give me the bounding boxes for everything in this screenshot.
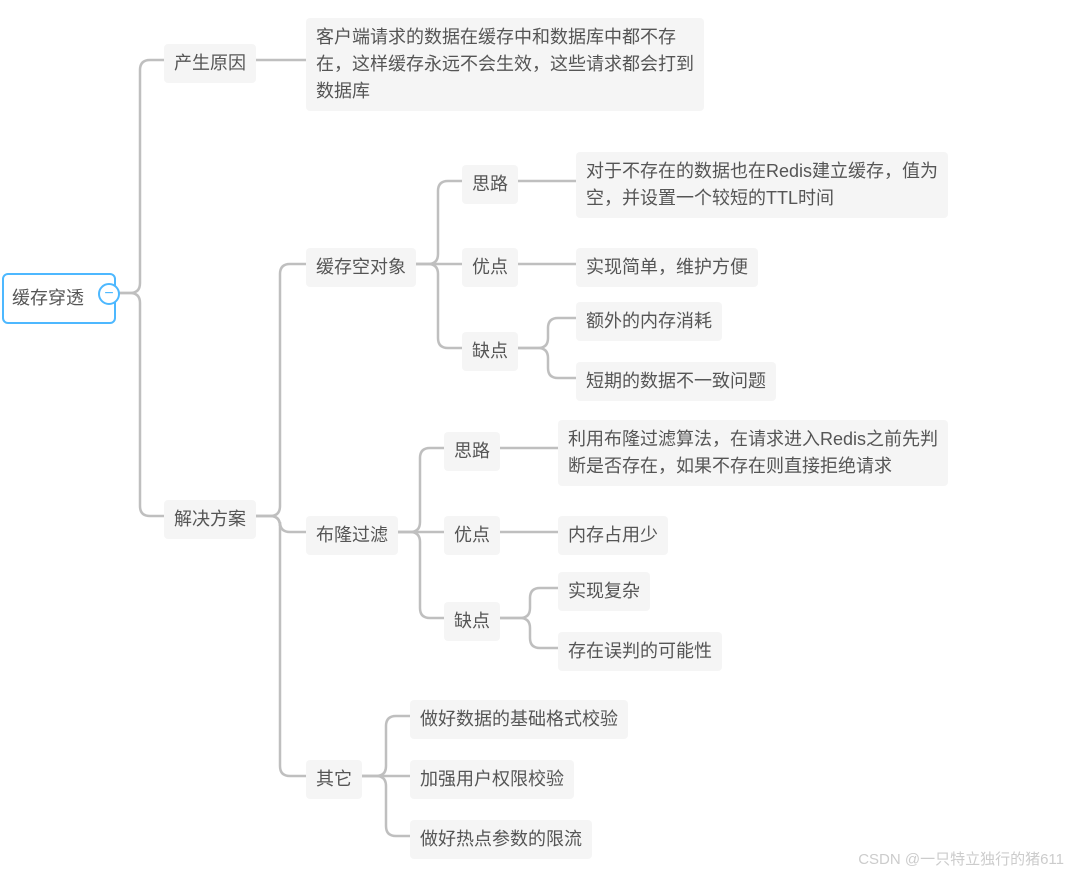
node-other2[interactable]: 加强用户权限校验 [410,760,574,799]
watermark: CSDN @一只特立独行的猪611 [858,848,1064,869]
connector [414,181,462,264]
connector [500,588,558,618]
connector [396,532,444,618]
connector [362,716,410,776]
connector [254,264,306,516]
node-ec_con1[interactable]: 额外的内存消耗 [576,302,722,341]
connector [254,516,306,532]
connector [518,318,576,348]
node-ec_con[interactable]: 缺点 [462,332,518,371]
node-bl_pro_text[interactable]: 内存占用少 [558,516,668,555]
node-empty_cache[interactable]: 缓存空对象 [306,248,416,287]
node-solution[interactable]: 解决方案 [164,500,256,539]
connector [518,348,576,378]
node-other3[interactable]: 做好热点参数的限流 [410,820,592,859]
node-bl_con1[interactable]: 实现复杂 [558,572,650,611]
node-ec_idea_text[interactable]: 对于不存在的数据也在Redis建立缓存，值为 空，并设置一个较短的TTL时间 [576,152,948,218]
node-ec_con2[interactable]: 短期的数据不一致问题 [576,362,776,401]
connector [414,264,462,348]
node-other1[interactable]: 做好数据的基础格式校验 [410,700,628,739]
connector [118,60,164,293]
collapse-toggle[interactable]: − [98,283,120,305]
connector [362,776,410,836]
node-other[interactable]: 其它 [306,760,362,799]
node-ec_pro[interactable]: 优点 [462,248,518,287]
node-bl_pro[interactable]: 优点 [444,516,500,555]
node-cause_text[interactable]: 客户端请求的数据在缓存中和数据库中都不存 在，这样缓存永远不会生效，这些请求都会… [306,18,704,111]
node-bl_idea_text[interactable]: 利用布隆过滤算法，在请求进入Redis之前先判 断是否存在，如果不存在则直接拒绝… [558,420,948,486]
node-bl_con[interactable]: 缺点 [444,602,500,641]
node-ec_pro_text[interactable]: 实现简单，维护方便 [576,248,758,287]
node-ec_idea[interactable]: 思路 [462,165,518,204]
node-bl_idea[interactable]: 思路 [444,432,500,471]
node-bl_con2[interactable]: 存在误判的可能性 [558,632,722,671]
connector [396,448,444,532]
node-bloom[interactable]: 布隆过滤 [306,516,398,555]
connector [254,516,306,776]
node-cause[interactable]: 产生原因 [164,44,256,83]
connector [500,618,558,648]
connector [118,293,164,516]
